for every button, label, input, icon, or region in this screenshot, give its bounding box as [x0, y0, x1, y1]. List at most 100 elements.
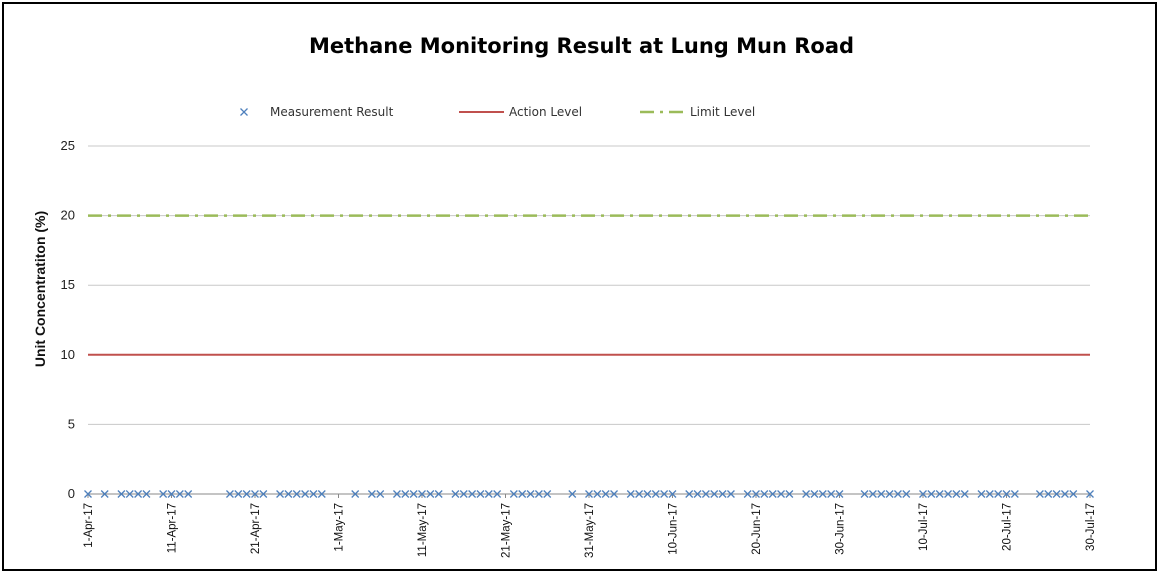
data-point: [626, 490, 635, 498]
data-point: [1060, 490, 1069, 498]
data-point: [292, 490, 301, 498]
data-point: [225, 490, 234, 498]
data-point: [601, 490, 610, 498]
data-point: [818, 490, 827, 498]
x-tick-label: 10-Jun-17: [668, 503, 680, 555]
y-tick-label: 0: [68, 486, 75, 501]
y-axis-label: Unit Concentratiton (%): [32, 211, 48, 367]
data-point: [868, 490, 877, 498]
data-point: [392, 490, 401, 498]
data-point: [827, 490, 836, 498]
data-point: [284, 490, 293, 498]
legend-item: Measurement Result: [240, 105, 394, 119]
data-point: [1044, 490, 1053, 498]
data-point: [985, 490, 994, 498]
legend-item: Limit Level: [640, 105, 755, 119]
x-tick-label: 21-Apr-17: [250, 503, 262, 554]
x-tick-label: 20-Jul-17: [1002, 503, 1014, 551]
data-point: [509, 490, 518, 498]
data-point: [317, 490, 326, 498]
data-point: [418, 490, 426, 498]
x-tick-label: 30-Jul-17: [1085, 503, 1097, 551]
data-point: [484, 490, 493, 498]
data-point: [977, 490, 986, 498]
data-point: [159, 490, 168, 498]
data-point: [885, 490, 894, 498]
y-axis-ticks: 0 5 10 15 20 25: [61, 138, 75, 501]
data-point: [902, 490, 911, 498]
data-point: [752, 490, 760, 498]
data-point: [100, 490, 109, 498]
x-axis-ticks: 1-Apr-17 11-Apr-17 21-Apr-17 1-May-17 11-May…: [83, 503, 1097, 558]
data-point: [835, 490, 844, 498]
legend-item: Action Level: [459, 105, 582, 119]
y-tick-label: 15: [61, 277, 75, 292]
x-tick-label: 1-May-17: [334, 503, 346, 552]
data-point: [877, 490, 886, 498]
data-point: [1035, 490, 1044, 498]
data-point: [526, 490, 535, 498]
data-point: [301, 490, 310, 498]
data-point: [376, 490, 385, 498]
data-point: [810, 490, 819, 498]
data-point: [718, 490, 727, 498]
data-point: [309, 490, 318, 498]
data-point: [944, 490, 953, 498]
y-tick-label: 10: [61, 347, 75, 362]
x-tick-label: 31-May-17: [584, 503, 596, 558]
data-point: [468, 490, 477, 498]
data-point: [167, 490, 176, 498]
legend-marker: [240, 108, 248, 116]
chart-canvas: 0 5 10 15 20 25 1-Apr-17 11-Apr-17 21-Apr-17 1-M…: [32, 105, 1097, 558]
data-point: [802, 490, 811, 498]
x-tick-label: 10-Jul-17: [918, 503, 930, 551]
data-point: [743, 490, 752, 498]
data-point: [593, 490, 602, 498]
data-point: [451, 490, 460, 498]
gridlines: [88, 145, 1090, 425]
data-point: [960, 490, 969, 498]
data-point: [259, 490, 268, 498]
data-point: [919, 490, 927, 498]
data-point: [927, 490, 936, 498]
data-point: [234, 490, 243, 498]
x-tick-label: 1-Apr-17: [83, 503, 95, 548]
data-point: [668, 490, 677, 498]
data-point: [610, 490, 619, 498]
x-tick-label: 30-Jun-17: [835, 503, 847, 555]
data-point: [518, 490, 527, 498]
data-point: [860, 490, 869, 498]
data-point: [134, 490, 143, 498]
x-tick-label: 11-May-17: [417, 503, 429, 557]
data-point: [409, 490, 418, 498]
y-tick-label: 5: [68, 416, 75, 431]
data-point: [1086, 490, 1094, 498]
data-point: [84, 490, 92, 498]
data-point: [726, 490, 735, 498]
legend: Measurement Result Action Level Limit Leve…: [240, 105, 755, 119]
data-point: [367, 490, 376, 498]
data-point: [251, 490, 259, 498]
legend-label: Measurement Result: [270, 105, 394, 119]
legend-label: Limit Level: [690, 105, 755, 119]
data-point: [184, 490, 193, 498]
data-point: [952, 490, 961, 498]
x-tick-label: 21-May-17: [501, 503, 513, 558]
data-point: [635, 490, 644, 498]
data-point: [651, 490, 660, 498]
data-point: [175, 490, 184, 498]
data-point: [401, 490, 410, 498]
y-tick-label: 25: [61, 138, 75, 153]
data-point: [534, 490, 543, 498]
data-point: [935, 490, 944, 498]
data-point: [760, 490, 769, 498]
data-point: [493, 490, 502, 498]
data-point: [1069, 490, 1078, 498]
data-point: [768, 490, 777, 498]
data-point: [434, 490, 443, 498]
data-point: [1002, 490, 1011, 498]
data-point: [142, 490, 151, 498]
data-point: [351, 490, 360, 498]
series-measurement-result: [84, 490, 1094, 498]
